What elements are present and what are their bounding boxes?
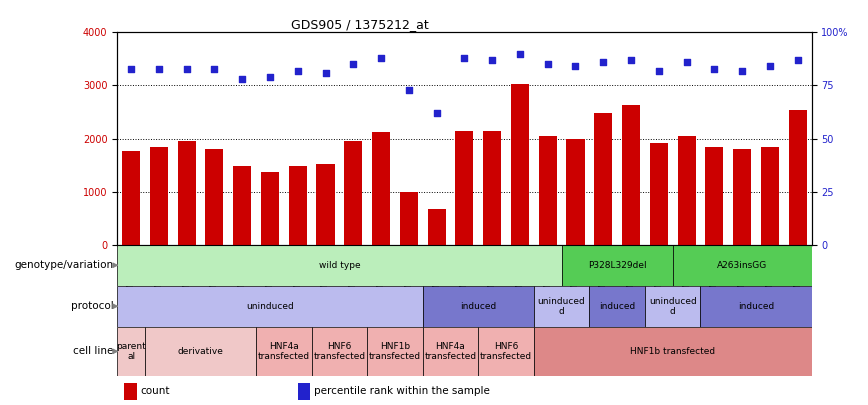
Text: HNF4a
transfected: HNF4a transfected [424,342,477,361]
Bar [261,172,279,245]
Text: HNF6
transfected: HNF6 transfected [313,342,365,361]
Bar [589,286,645,327]
Bar [567,139,584,245]
Bar [206,149,223,245]
Bar [178,141,195,245]
Text: parent
al: parent al [116,342,146,361]
Text: uninduced
d: uninduced d [648,296,697,316]
Text: genotype/variation: genotype/variation [15,260,114,270]
Bar [622,104,640,245]
Bar [372,132,390,245]
Point [152,65,166,72]
Point [457,55,471,61]
Point [513,50,527,57]
Bar [145,327,256,376]
Bar [428,209,445,245]
Bar [483,131,501,245]
Bar [761,147,779,245]
Point [596,59,610,65]
Bar [117,286,423,327]
Point [124,65,138,72]
Point [319,70,332,76]
Text: HNF1b
transfected: HNF1b transfected [369,342,421,361]
Point [346,61,360,68]
Bar [150,147,168,245]
Bar [367,327,423,376]
Text: derivative: derivative [178,347,223,356]
Point [763,63,777,70]
Point [735,67,749,74]
Bar [733,149,751,245]
Point [707,65,721,72]
Bar [423,286,534,327]
Point [624,57,638,63]
Bar [289,166,306,245]
Bar [478,327,534,376]
Point [374,55,388,61]
Bar [122,151,140,245]
Bar [456,131,473,245]
Bar [317,164,334,245]
Bar [233,166,251,245]
Bar [345,141,362,245]
Text: percentile rank within the sample: percentile rank within the sample [314,386,490,396]
Text: protocol: protocol [71,301,114,311]
Bar [789,111,806,245]
Text: uninduced
d: uninduced d [537,296,586,316]
Text: P328L329del: P328L329del [588,261,647,270]
Point [541,61,555,68]
Point [791,57,805,63]
Bar [650,143,667,245]
Title: GDS905 / 1375212_at: GDS905 / 1375212_at [292,18,429,31]
Text: HNF6
transfected: HNF6 transfected [480,342,532,361]
Text: induced: induced [460,302,496,311]
Text: induced: induced [738,302,774,311]
Point [652,67,666,74]
Text: HNF4a
transfected: HNF4a transfected [258,342,310,361]
Bar [534,286,589,327]
Point [291,67,305,74]
Bar [298,384,310,400]
Bar [124,384,136,400]
Bar [700,286,812,327]
Point [263,74,277,80]
Text: A263insGG: A263insGG [717,261,767,270]
Text: uninduced: uninduced [246,302,294,311]
Bar [511,84,529,245]
Point [569,63,582,70]
Bar [534,327,812,376]
Bar [117,327,145,376]
Bar [673,245,812,286]
Bar [562,245,673,286]
Bar [256,327,312,376]
Bar [400,192,418,245]
Bar [539,136,556,245]
Point [180,65,194,72]
Point [485,57,499,63]
Text: count: count [141,386,170,396]
Bar [423,327,478,376]
Bar [706,147,723,245]
Point [430,110,444,116]
Point [680,59,694,65]
Point [402,87,416,93]
Point [207,65,221,72]
Text: wild type: wild type [319,261,360,270]
Bar [312,327,367,376]
Text: cell line: cell line [73,346,114,356]
Text: induced: induced [599,302,635,311]
Bar [678,136,695,245]
Bar [595,113,612,245]
Bar [117,245,562,286]
Point [235,76,249,82]
Text: HNF1b transfected: HNF1b transfected [630,347,715,356]
Bar [645,286,700,327]
